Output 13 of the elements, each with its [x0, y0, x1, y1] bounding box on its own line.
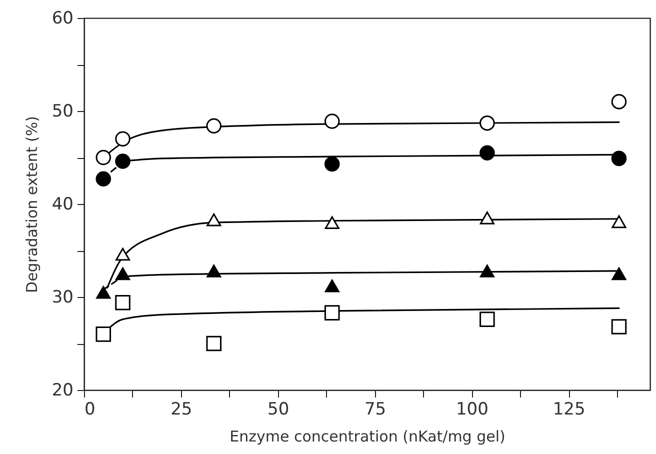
- y-tick-label: 60: [52, 8, 74, 28]
- y-tick-label: 40: [52, 194, 74, 214]
- x-tick-label: 100: [456, 400, 488, 420]
- y-tick-label: 20: [52, 380, 74, 400]
- x-tick-label: 125: [552, 400, 586, 420]
- x-axis-title: Enzyme concentration (nKat/mg gel): [230, 428, 506, 446]
- x-tick-label: 0: [84, 400, 96, 420]
- y-axis-title: Degradation extent (%): [22, 116, 41, 293]
- x-tick-label: 75: [364, 400, 386, 420]
- y-tick-label: 50: [52, 102, 74, 122]
- x-tick-label: 50: [268, 400, 290, 420]
- y-tick-label: 30: [52, 288, 74, 308]
- x-tick-label: 25: [170, 400, 192, 420]
